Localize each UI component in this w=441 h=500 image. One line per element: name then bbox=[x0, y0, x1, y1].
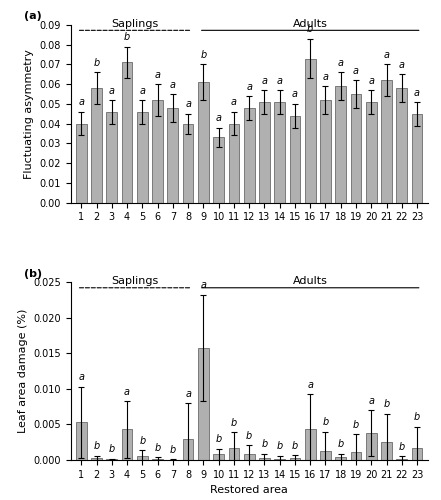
Bar bbox=[259, 102, 270, 202]
Bar bbox=[106, 112, 117, 202]
Bar bbox=[351, 94, 361, 202]
Bar bbox=[152, 100, 163, 202]
Bar bbox=[290, 458, 300, 460]
Text: b: b bbox=[231, 418, 237, 428]
Text: a: a bbox=[246, 82, 252, 92]
Text: b: b bbox=[262, 439, 268, 449]
Text: b: b bbox=[93, 442, 100, 452]
Text: a: a bbox=[399, 60, 405, 70]
Bar bbox=[228, 448, 239, 460]
Text: b: b bbox=[383, 400, 390, 409]
Text: a: a bbox=[353, 66, 359, 76]
Bar bbox=[412, 448, 422, 460]
Text: a: a bbox=[139, 86, 145, 96]
Text: a: a bbox=[307, 380, 313, 390]
Text: a: a bbox=[322, 72, 329, 82]
Text: a: a bbox=[78, 372, 84, 382]
Text: a: a bbox=[200, 280, 206, 290]
Bar bbox=[228, 124, 239, 202]
Bar bbox=[137, 112, 148, 202]
Bar bbox=[336, 457, 346, 460]
Bar bbox=[198, 348, 209, 460]
Text: b: b bbox=[322, 417, 329, 427]
Text: a: a bbox=[368, 396, 374, 406]
Bar bbox=[274, 458, 285, 460]
Bar bbox=[213, 454, 224, 460]
Bar bbox=[351, 452, 361, 460]
Text: a: a bbox=[231, 98, 237, 108]
Text: a: a bbox=[124, 386, 130, 396]
Text: b: b bbox=[353, 420, 359, 430]
Text: a: a bbox=[292, 90, 298, 100]
Text: b: b bbox=[246, 430, 252, 440]
X-axis label: Restored area: Restored area bbox=[210, 486, 288, 496]
Bar bbox=[91, 88, 102, 202]
Y-axis label: Leaf area damage (%): Leaf area damage (%) bbox=[18, 309, 27, 434]
Text: b: b bbox=[307, 24, 314, 34]
Bar bbox=[183, 124, 194, 202]
Text: a: a bbox=[277, 76, 283, 86]
Bar bbox=[305, 430, 316, 460]
Bar bbox=[76, 124, 86, 202]
Bar bbox=[168, 108, 178, 202]
Bar bbox=[336, 86, 346, 202]
Text: a: a bbox=[170, 80, 176, 90]
Text: Adults: Adults bbox=[293, 276, 328, 286]
Text: b: b bbox=[170, 445, 176, 455]
Text: b: b bbox=[414, 412, 420, 422]
Text: a: a bbox=[262, 76, 267, 86]
Text: a: a bbox=[384, 50, 389, 60]
Bar bbox=[122, 430, 132, 460]
Bar bbox=[198, 82, 209, 202]
Bar bbox=[122, 62, 132, 202]
Text: b: b bbox=[292, 440, 298, 450]
Text: a: a bbox=[414, 88, 420, 98]
Text: b: b bbox=[139, 436, 146, 446]
Bar bbox=[183, 438, 194, 460]
Text: a: a bbox=[368, 76, 374, 86]
Text: b: b bbox=[200, 50, 206, 60]
Bar bbox=[91, 458, 102, 460]
Bar bbox=[381, 442, 392, 460]
Text: b: b bbox=[216, 434, 222, 444]
Text: (a): (a) bbox=[24, 12, 42, 22]
Text: b: b bbox=[108, 444, 115, 454]
Bar bbox=[320, 452, 331, 460]
Bar bbox=[259, 458, 270, 460]
Text: a: a bbox=[216, 113, 222, 123]
Text: b: b bbox=[154, 442, 161, 452]
Text: a: a bbox=[185, 388, 191, 398]
Y-axis label: Fluctuating asymmetry: Fluctuating asymmetry bbox=[24, 49, 34, 178]
Bar bbox=[244, 454, 254, 460]
Text: a: a bbox=[338, 58, 344, 68]
Text: a: a bbox=[155, 70, 161, 80]
Text: b: b bbox=[338, 439, 344, 449]
Bar bbox=[396, 88, 407, 202]
Bar bbox=[412, 114, 422, 202]
Text: (b): (b) bbox=[24, 269, 42, 279]
Bar bbox=[290, 116, 300, 202]
Text: b: b bbox=[277, 442, 283, 452]
Bar bbox=[305, 58, 316, 203]
Text: b: b bbox=[124, 32, 130, 42]
Text: Saplings: Saplings bbox=[111, 18, 158, 28]
Text: Adults: Adults bbox=[293, 18, 328, 28]
Bar bbox=[76, 422, 86, 460]
Text: b: b bbox=[93, 58, 100, 68]
Text: Saplings: Saplings bbox=[111, 276, 158, 286]
Bar bbox=[137, 456, 148, 460]
Bar bbox=[366, 433, 377, 460]
Text: a: a bbox=[185, 100, 191, 110]
Bar bbox=[213, 138, 224, 202]
Bar bbox=[244, 108, 254, 202]
Text: b: b bbox=[399, 442, 405, 452]
Bar bbox=[366, 102, 377, 202]
Text: a: a bbox=[109, 86, 115, 96]
Bar bbox=[320, 100, 331, 202]
Bar bbox=[381, 80, 392, 202]
Bar bbox=[274, 102, 285, 202]
Text: a: a bbox=[78, 98, 84, 108]
